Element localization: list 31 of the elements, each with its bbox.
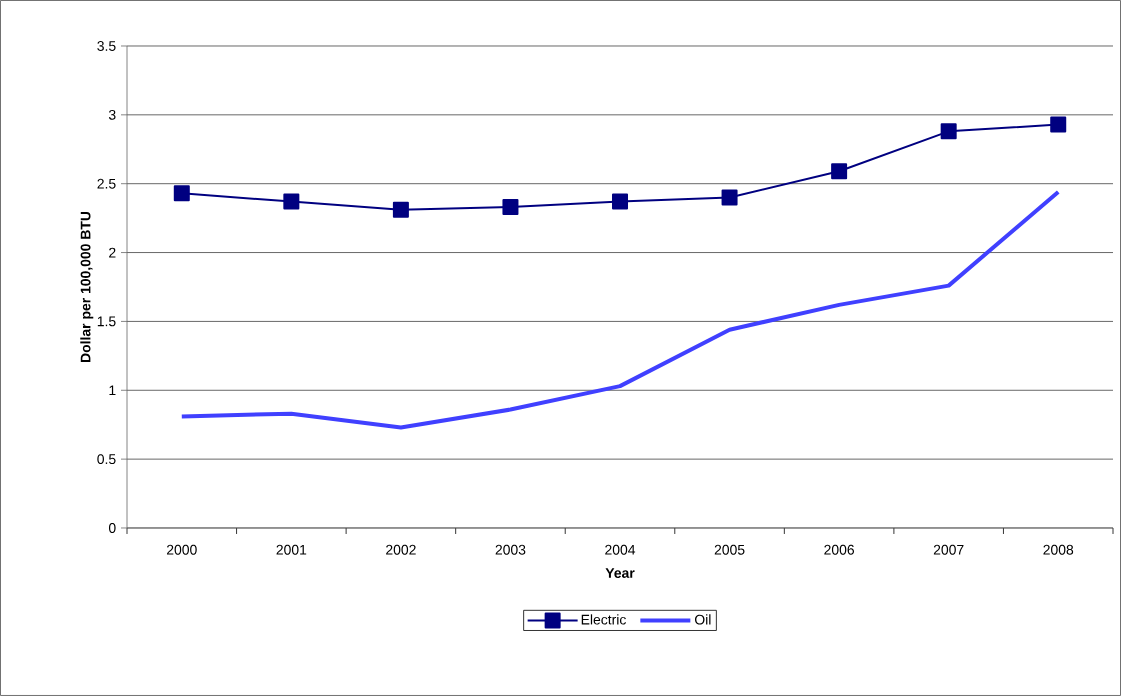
x-axis-title: Year xyxy=(605,568,635,578)
x-tick-label: 2003 xyxy=(495,544,526,555)
y-axis-title: Dollar per 100,000 BTU xyxy=(80,211,94,363)
x-tick-label: 2005 xyxy=(714,544,745,555)
y-tick-label: 2 xyxy=(109,247,116,258)
legend-label: Electric xyxy=(581,614,626,625)
x-tick-label: 2006 xyxy=(824,544,855,555)
point xyxy=(721,189,738,206)
y-tick-label: 0 xyxy=(108,523,116,533)
y-tick-label: 3.5 xyxy=(97,41,116,51)
y-tick-label: 1 xyxy=(109,385,116,396)
x-tick-label: 2001 xyxy=(276,544,307,555)
line-series xyxy=(179,189,1061,430)
point xyxy=(612,193,629,210)
x-tick-label: 2002 xyxy=(386,544,416,555)
y-tick-label: 2.5 xyxy=(97,178,116,189)
point xyxy=(283,193,300,210)
point xyxy=(1050,116,1067,133)
x-tick-label: 2008 xyxy=(1043,544,1074,555)
point xyxy=(502,199,519,216)
point xyxy=(940,123,957,140)
y-tick-label: 1.5 xyxy=(97,316,116,327)
point xyxy=(831,163,848,180)
point xyxy=(392,201,409,218)
y-tick-label: 0.5 xyxy=(97,454,116,465)
x-tick-label: 2007 xyxy=(933,544,964,555)
x-tick-label: 2004 xyxy=(605,544,636,555)
point xyxy=(173,185,190,202)
legend-label: Oil xyxy=(694,614,711,625)
x-tick-label: 2000 xyxy=(166,544,197,555)
y-tick-label: 3 xyxy=(108,109,116,120)
